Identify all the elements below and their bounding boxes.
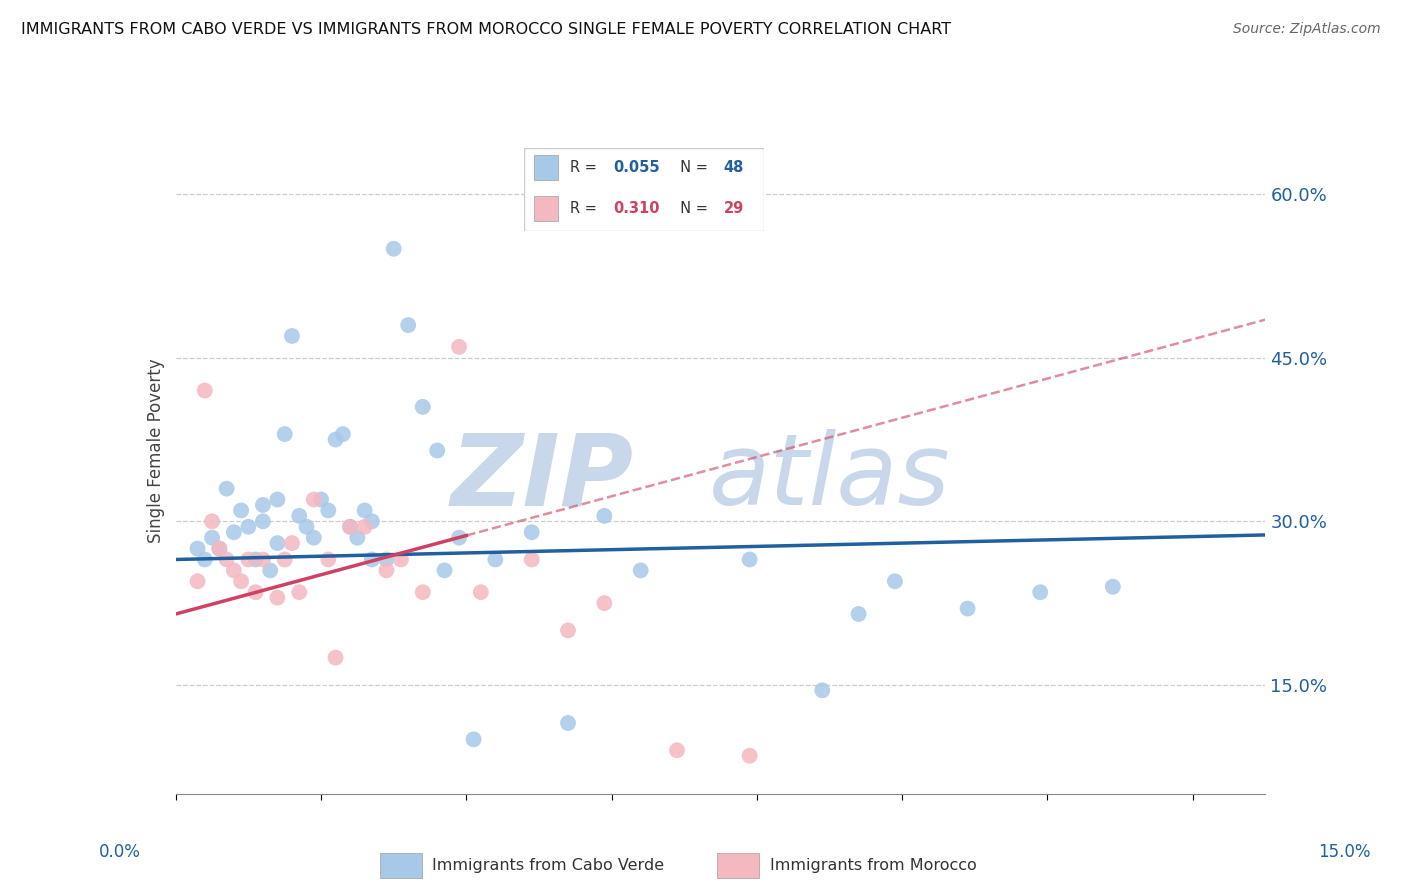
Point <box>1029 585 1052 599</box>
Point <box>382 242 405 256</box>
Point <box>252 514 274 528</box>
Point <box>463 732 485 747</box>
Point <box>375 552 398 566</box>
Point <box>811 683 834 698</box>
Text: N =: N = <box>671 201 713 216</box>
Point <box>339 520 361 534</box>
Point <box>956 601 979 615</box>
Point <box>194 552 217 566</box>
Point <box>215 482 238 496</box>
Point <box>325 650 347 665</box>
Point <box>593 508 616 523</box>
Point <box>332 427 354 442</box>
Point <box>339 520 361 534</box>
Point <box>412 585 434 599</box>
Y-axis label: Single Female Poverty: Single Female Poverty <box>146 359 165 542</box>
Text: ZIP: ZIP <box>450 429 633 526</box>
Point <box>520 525 543 540</box>
Point <box>433 563 456 577</box>
Point <box>238 520 260 534</box>
Point <box>274 427 297 442</box>
Point <box>274 552 297 566</box>
Point <box>309 492 332 507</box>
Point <box>288 585 311 599</box>
Point <box>884 574 907 589</box>
Text: Immigrants from Cabo Verde: Immigrants from Cabo Verde <box>433 858 665 872</box>
Point <box>252 498 274 512</box>
Bar <box>534 155 558 179</box>
Text: R =: R = <box>569 160 602 175</box>
Point <box>208 541 231 556</box>
Point <box>201 514 224 528</box>
Text: Immigrants from Morocco: Immigrants from Morocco <box>770 858 977 872</box>
Point <box>666 743 689 757</box>
Point <box>281 536 304 550</box>
Point <box>557 624 579 638</box>
Text: 0.310: 0.310 <box>613 201 659 216</box>
Point <box>738 748 761 763</box>
Text: atlas: atlas <box>709 429 950 526</box>
Point <box>426 443 449 458</box>
Point <box>231 503 253 517</box>
Point <box>470 585 492 599</box>
Point <box>302 531 325 545</box>
Point <box>252 552 274 566</box>
Point <box>201 531 224 545</box>
Point <box>318 552 340 566</box>
Point <box>208 541 231 556</box>
Point <box>222 525 245 540</box>
Bar <box>717 853 759 878</box>
Point <box>318 503 340 517</box>
Point <box>259 563 281 577</box>
Point <box>520 552 543 566</box>
Point <box>484 552 506 566</box>
Point <box>215 552 238 566</box>
Point <box>447 340 470 354</box>
Point <box>346 531 368 545</box>
Point <box>281 329 304 343</box>
Point <box>360 552 382 566</box>
Point <box>245 585 267 599</box>
Text: N =: N = <box>671 160 713 175</box>
Point <box>396 318 419 332</box>
Point <box>325 433 347 447</box>
Point <box>266 536 288 550</box>
Bar <box>534 196 558 221</box>
Point <box>738 552 761 566</box>
Point <box>447 531 470 545</box>
Point <box>288 508 311 523</box>
Point <box>353 503 375 517</box>
Text: 29: 29 <box>724 201 744 216</box>
Point <box>194 384 217 398</box>
Point <box>295 520 318 534</box>
Text: 0.055: 0.055 <box>613 160 659 175</box>
Point <box>375 563 398 577</box>
Text: 15.0%: 15.0% <box>1319 843 1371 861</box>
Point <box>186 541 209 556</box>
Point <box>302 492 325 507</box>
Point <box>266 591 288 605</box>
Point <box>557 716 579 731</box>
Point <box>848 607 870 621</box>
Point <box>186 574 209 589</box>
Point <box>222 563 245 577</box>
Point <box>360 514 382 528</box>
Point <box>266 492 288 507</box>
Point <box>238 552 260 566</box>
Text: 48: 48 <box>724 160 744 175</box>
Point <box>231 574 253 589</box>
Text: R =: R = <box>569 201 602 216</box>
Point <box>1102 580 1125 594</box>
Bar <box>380 853 422 878</box>
Point <box>593 596 616 610</box>
Point <box>630 563 652 577</box>
Point <box>353 520 375 534</box>
Point <box>389 552 412 566</box>
Text: 0.0%: 0.0% <box>98 843 141 861</box>
Text: Source: ZipAtlas.com: Source: ZipAtlas.com <box>1233 22 1381 37</box>
Point <box>412 400 434 414</box>
Text: IMMIGRANTS FROM CABO VERDE VS IMMIGRANTS FROM MOROCCO SINGLE FEMALE POVERTY CORR: IMMIGRANTS FROM CABO VERDE VS IMMIGRANTS… <box>21 22 952 37</box>
Point <box>245 552 267 566</box>
